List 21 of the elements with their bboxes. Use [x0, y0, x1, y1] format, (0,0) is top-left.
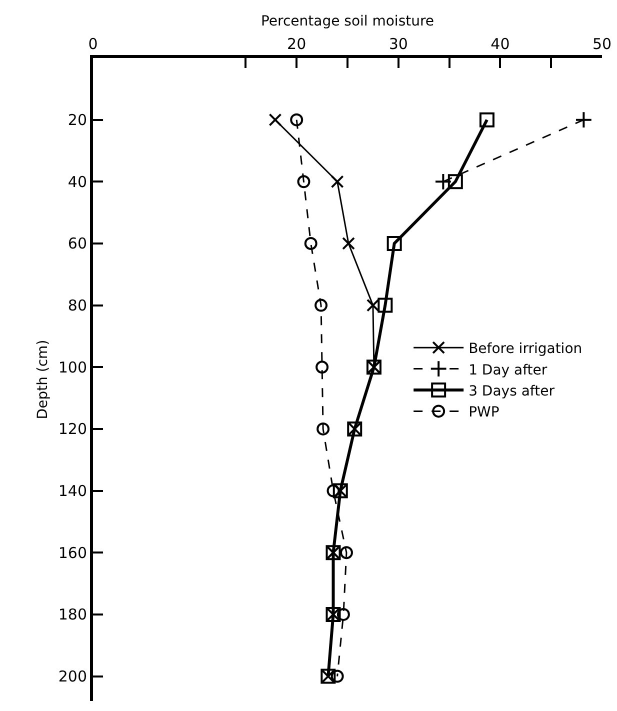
x-tick-label: 40 [490, 35, 510, 53]
x-tick-label: 0 [88, 35, 98, 53]
y-tick-label: 100 [58, 358, 87, 376]
y-tick-label: 60 [68, 234, 87, 253]
y-axis-title: Depth (cm) [34, 340, 51, 420]
legend-label: Before irrigation [468, 341, 582, 358]
legend-label: 3 Days after [468, 383, 555, 400]
x-tick-label: 30 [388, 35, 408, 53]
y-tick-label: 120 [58, 420, 87, 438]
x-axis-title: Percentage soil moisture [260, 14, 434, 30]
x-tick-label: 50 [592, 35, 612, 53]
y-tick-label: 20 [68, 111, 87, 130]
y-tick-label: 40 [68, 172, 87, 191]
legend-label: 1 Day after [468, 362, 548, 378]
y-tick-label: 180 [58, 606, 87, 624]
legend-label: PWP [468, 404, 500, 421]
y-tick-label: 200 [58, 668, 87, 686]
y-tick-label: 160 [58, 544, 87, 562]
y-tick-label: 80 [68, 296, 87, 315]
x-tick-label: 20 [287, 35, 306, 53]
y-tick-label: 140 [58, 482, 87, 500]
